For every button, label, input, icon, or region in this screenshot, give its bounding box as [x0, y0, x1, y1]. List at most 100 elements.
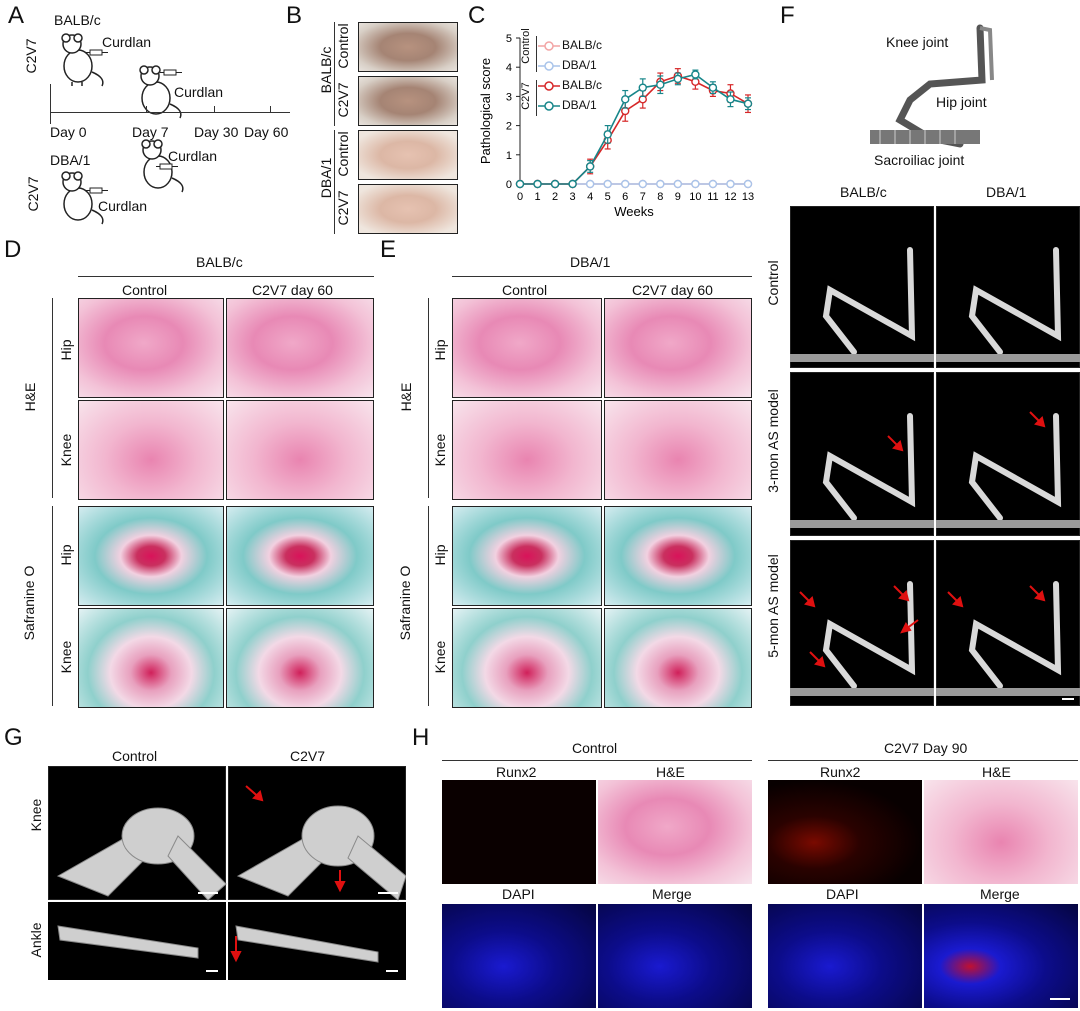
column-header: Control [112, 748, 158, 764]
x-tick-label: 13 [742, 191, 754, 203]
arrow-icon [900, 622, 912, 634]
injection-label: Curdlan [98, 198, 148, 214]
arrow-icon [252, 790, 264, 802]
timeline-label: Day 7 [132, 124, 169, 140]
x-tick-label: 12 [724, 191, 736, 203]
strain-label: BALB/c [54, 12, 101, 28]
tile-label: H&E [656, 764, 685, 780]
histology-image [78, 400, 224, 500]
x-tick-label: 2 [552, 191, 558, 203]
row-label: Hip [58, 339, 74, 361]
timeline-axis [50, 84, 51, 124]
data-point [656, 80, 665, 89]
data-point [743, 99, 753, 108]
timeline-label: Day 0 [50, 124, 87, 140]
group-label: C2V7 [25, 176, 41, 212]
row-label: Knee [58, 640, 74, 674]
x-axis-label: Weeks [614, 204, 654, 219]
timeline-label: Day 60 [244, 124, 289, 140]
injection-label: Curdlan [168, 148, 218, 164]
data-point [603, 179, 612, 189]
group-header: C2V7 Day 90 [884, 740, 968, 756]
microct-bones [56, 785, 406, 972]
data-point [638, 83, 647, 92]
bracket [334, 130, 335, 234]
data-point [691, 70, 700, 79]
column-header: Control [502, 282, 548, 298]
bracket [52, 506, 53, 706]
legend-bracket [536, 80, 537, 116]
histology-image [226, 298, 374, 398]
histology-image [598, 780, 752, 884]
strain-label: DBA/1 [50, 152, 91, 168]
data-point [708, 179, 718, 189]
arrow-icon [804, 596, 816, 608]
injection-label: Curdlan [102, 34, 152, 50]
syringe-icon [156, 163, 178, 170]
fluorescence-image [924, 904, 1078, 1008]
timeline-label: Day 30 [194, 124, 239, 140]
x-tick-label: 7 [640, 191, 646, 203]
row-label: Knee [432, 640, 448, 674]
x-tick-label: 3 [570, 191, 576, 203]
strain-label: DBA/1 [318, 157, 334, 199]
bracket [428, 298, 429, 498]
group-label: C2V7 [23, 38, 39, 74]
scale-bar [1050, 998, 1070, 1000]
histology-image [604, 506, 752, 606]
fluorescence-image [442, 904, 596, 1008]
paw-photo [358, 76, 458, 126]
row-label: Hip [58, 544, 74, 566]
histology-image [78, 298, 224, 398]
paw-photo [358, 22, 458, 72]
row-label: Control [335, 131, 351, 177]
syringe-icon [86, 49, 108, 56]
x-tick-label: 4 [587, 191, 593, 203]
data-point [533, 179, 542, 189]
arrow-icon [952, 596, 964, 608]
histology-image [604, 400, 752, 500]
scale-bar [206, 970, 218, 972]
panel-label-h: H [412, 724, 430, 751]
x-tick-label: 11 [707, 191, 718, 203]
joint-label-knee: Knee joint [886, 34, 949, 50]
legend-marker [544, 41, 554, 51]
injection-label: Curdlan [174, 84, 224, 100]
x-tick-label: 0 [517, 191, 523, 203]
header-line [78, 276, 374, 277]
tile-label: Merge [652, 886, 692, 902]
histology-image [452, 400, 602, 500]
row-label: 3-mon AS model [765, 389, 781, 493]
data-point [726, 95, 735, 104]
stain-label: H&E [398, 382, 414, 412]
histology-image [452, 298, 602, 398]
data-point [691, 179, 700, 189]
histology-image [78, 608, 224, 708]
legend-group: C2V7 [520, 82, 532, 110]
y-tick-label: 5 [506, 33, 512, 45]
xray-skeletons [790, 247, 1080, 700]
x-tick-label: 6 [622, 191, 628, 203]
row-label: C2V7 [335, 82, 351, 118]
tile-label: Merge [980, 886, 1020, 902]
skeleton-diagram [870, 24, 994, 148]
legend-marker [544, 61, 554, 71]
scale-bar [1062, 698, 1074, 700]
syringe-icon [86, 187, 108, 194]
mouse-icon [61, 33, 104, 87]
joint-label-sacroiliac: Sacroiliac joint [874, 152, 965, 168]
strain-header: DBA/1 [570, 254, 611, 270]
column-header: C2V7 [290, 748, 326, 764]
column-header: BALB/c [840, 184, 887, 200]
x-tick-label: 9 [675, 191, 681, 203]
arrow-icon [814, 656, 826, 668]
data-point [568, 179, 577, 189]
y-tick-label: 0 [506, 179, 512, 191]
fluorescence-image [598, 904, 752, 1008]
panel-label-e: E [380, 236, 397, 263]
data-point [638, 179, 647, 189]
row-label: Hip [432, 544, 448, 566]
mouse-icon [61, 171, 104, 225]
header-line [768, 760, 1078, 761]
